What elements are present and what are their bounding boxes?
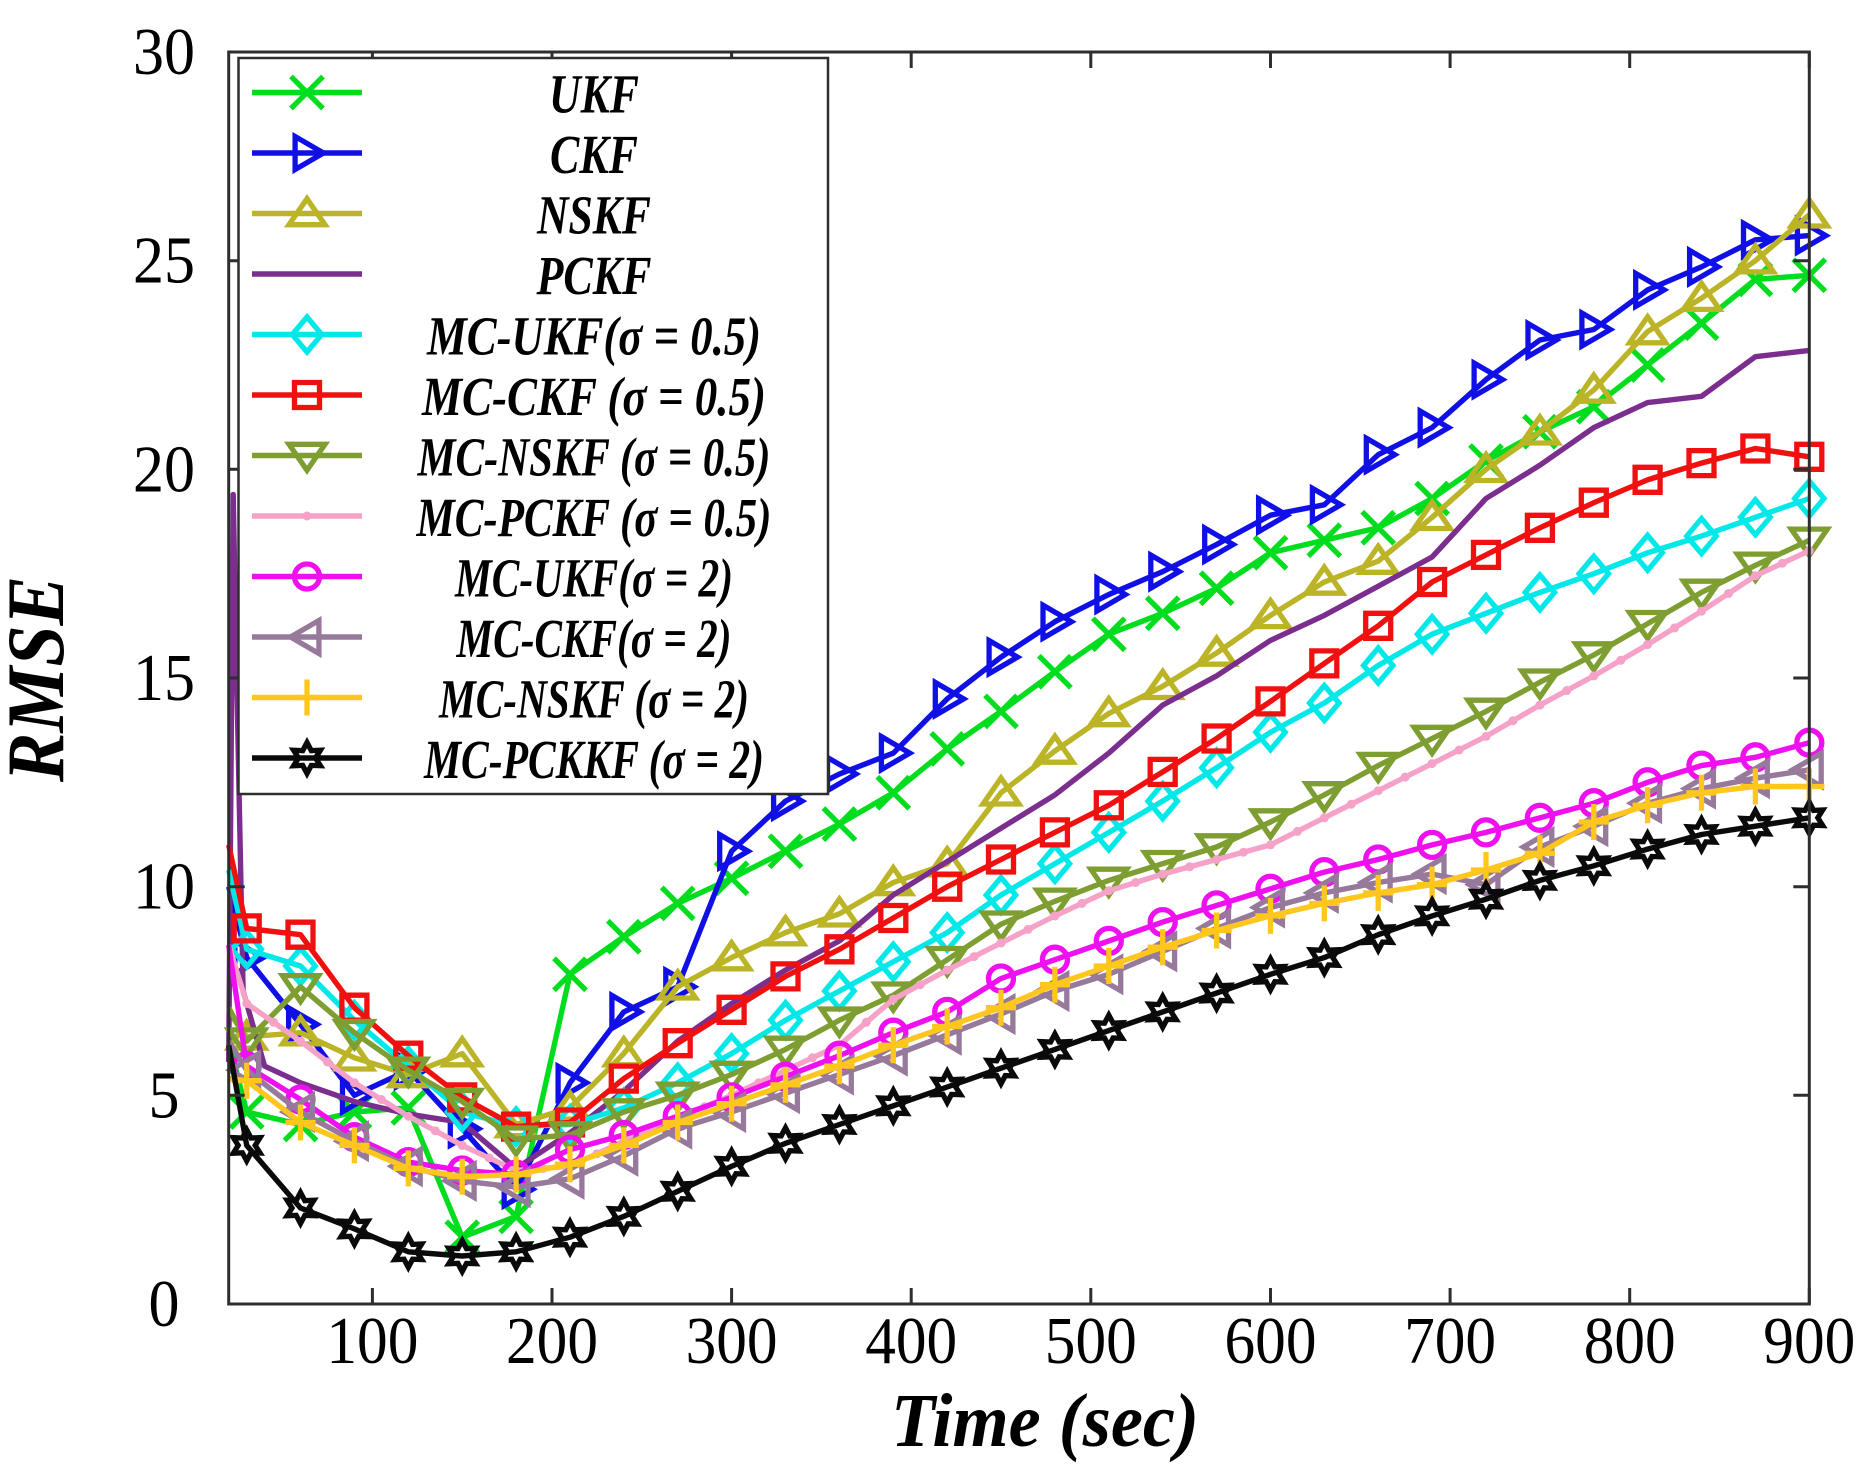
svg-text:15: 15 — [133, 641, 195, 715]
svg-text:MC-CKF(σ = 2): MC-CKF(σ = 2) — [456, 608, 732, 669]
svg-text:20: 20 — [133, 432, 195, 506]
svg-text:CKF: CKF — [550, 124, 638, 185]
svg-text:MC-UKF(σ = 0.5): MC-UKF(σ = 0.5) — [426, 306, 761, 367]
svg-text:10: 10 — [133, 850, 195, 924]
svg-text:100: 100 — [326, 1304, 418, 1378]
svg-text:5: 5 — [149, 1058, 180, 1132]
svg-text:900: 900 — [1763, 1304, 1855, 1378]
svg-text:25: 25 — [133, 224, 195, 298]
svg-text:600: 600 — [1225, 1304, 1317, 1378]
svg-text:400: 400 — [865, 1304, 957, 1378]
svg-text:NSKF: NSKF — [536, 185, 651, 246]
svg-text:Time (sec): Time (sec) — [891, 1379, 1199, 1463]
svg-text:0: 0 — [149, 1267, 180, 1341]
svg-text:MC-UKF(σ = 2): MC-UKF(σ = 2) — [454, 548, 733, 609]
svg-text:800: 800 — [1584, 1304, 1676, 1378]
svg-text:700: 700 — [1404, 1304, 1496, 1378]
svg-text:MC-CKF (σ = 0.5): MC-CKF (σ = 0.5) — [421, 366, 766, 427]
svg-text:MC-PCKKF (σ = 2): MC-PCKKF (σ = 2) — [423, 729, 764, 790]
svg-text:PCKF: PCKF — [536, 245, 652, 306]
svg-text:UKF: UKF — [549, 64, 639, 125]
svg-text:MC-PCKF (σ = 0.5): MC-PCKF (σ = 0.5) — [416, 487, 772, 548]
svg-text:RMSE: RMSE — [0, 576, 81, 783]
svg-text:MC-NSKF (σ = 0.5): MC-NSKF (σ = 0.5) — [417, 427, 771, 488]
svg-text:300: 300 — [686, 1304, 778, 1378]
svg-text:30: 30 — [133, 15, 195, 89]
svg-text:500: 500 — [1045, 1304, 1137, 1378]
svg-text:MC-NSKF (σ = 2): MC-NSKF (σ = 2) — [438, 669, 749, 730]
svg-text:200: 200 — [506, 1304, 598, 1378]
